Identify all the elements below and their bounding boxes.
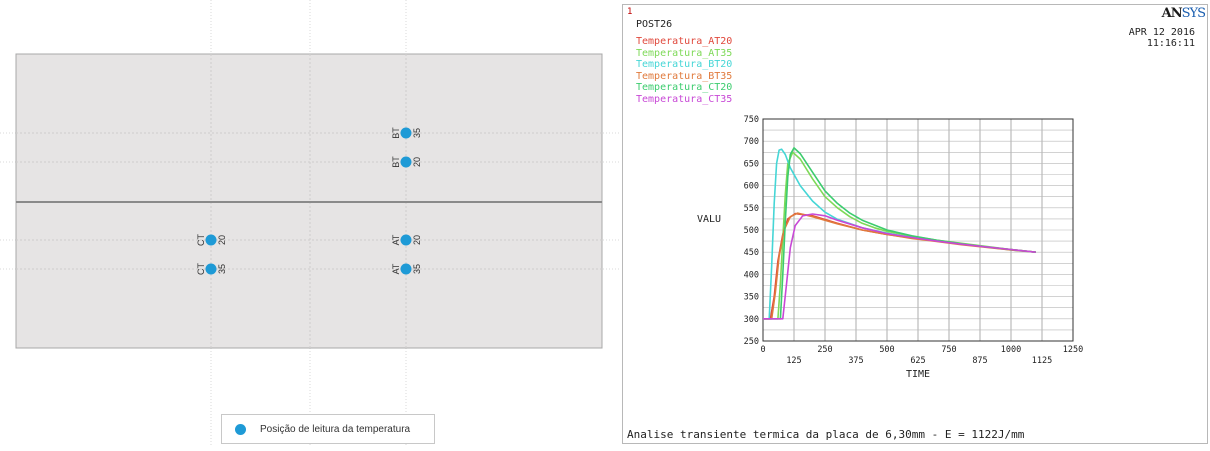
- point-letters-label: BT: [391, 127, 401, 139]
- series-line-temperatura-ct20: [763, 147, 1036, 320]
- x-tick-label-lower-1: 375: [848, 356, 863, 366]
- y-tick-label-7: 600: [744, 182, 759, 192]
- y-tick-label-8: 650: [744, 159, 759, 169]
- series-line-temperatura-ct35: [763, 213, 1036, 320]
- point-letters-label: CT: [196, 234, 206, 246]
- measurement-point-ct20: [205, 234, 217, 246]
- point-letters-label: CT: [196, 263, 206, 275]
- plot-caption: Analise transiente termica da placa de 6…: [627, 428, 1025, 441]
- timestamp: APR 12 2016 11:16:11: [1129, 27, 1195, 49]
- legend-entry-4: Temperatura_CT20: [636, 82, 733, 94]
- frame-number: 1: [627, 7, 633, 17]
- logo-prefix: AN: [1161, 6, 1183, 21]
- y-tick-label-1: 300: [744, 315, 759, 325]
- point-letters-label: BT: [391, 156, 401, 168]
- measurement-point-at20: [400, 234, 412, 246]
- ansys-plot-panel: 250 300 350 400 450 500 550 600 650 700 750 0 250 500…: [622, 4, 1208, 444]
- point-letters-label: AT: [391, 234, 401, 245]
- x-tick-label-upper-5: 1250: [1063, 345, 1083, 355]
- x-tick-label-upper-0: 0: [760, 345, 765, 355]
- legend-entry-2: Temperatura_BT20: [636, 59, 733, 71]
- x-tick-label-upper-4: 1000: [1001, 345, 1021, 355]
- x-tick-label-lower-4: 1125: [1032, 356, 1052, 366]
- plate-diagram-panel: BT 35 BT 20 CT 20 CT 35 AT 20 AT 35 Posição de leit…: [0, 0, 620, 446]
- point-number-label: 20: [217, 235, 227, 245]
- point-number-label: 20: [412, 157, 422, 167]
- series-line-temperatura-at20: [763, 212, 1036, 320]
- x-tick-label-upper-3: 750: [941, 345, 956, 355]
- y-tick-label-4: 450: [744, 248, 759, 258]
- plate-legend: Posição de leitura da temperatura: [221, 414, 435, 444]
- point-number-label: 20: [412, 235, 422, 245]
- plate-diagram: BT 35 BT 20 CT 20 CT 35 AT 20 AT 35: [0, 0, 620, 446]
- series-legend: Temperatura_AT20 Temperatura_AT35 Temperat…: [636, 36, 732, 106]
- y-tick-label-5: 500: [744, 226, 759, 236]
- x-tick-label-upper-2: 500: [879, 345, 894, 355]
- y-tick-label-10: 750: [744, 115, 759, 125]
- y-tick-label-0: 250: [744, 337, 759, 347]
- x-tick-label-lower-3: 875: [972, 356, 987, 366]
- legend-entry-0: Temperatura_AT20: [636, 36, 733, 47]
- measurement-point-bt35: [400, 127, 412, 139]
- x-axis-label: TIME: [906, 369, 930, 380]
- x-tick-label-lower-0: 125: [786, 356, 801, 366]
- ansys-logo: ANSYS: [1161, 6, 1206, 21]
- y-tick-label-2: 350: [744, 293, 759, 303]
- y-tick-label-6: 550: [744, 204, 759, 214]
- logo-suffix: SYS: [1181, 6, 1206, 21]
- y-axis-label: VALU: [697, 214, 721, 225]
- legend-dot-icon: [235, 423, 246, 435]
- point-letters-label: AT: [391, 263, 401, 274]
- legend-entry-3: Temperatura_BT35: [636, 70, 733, 82]
- legend-label: Posição de leitura da temperatura: [260, 423, 411, 435]
- plot-frame: [762, 118, 1074, 342]
- point-number-label: 35: [217, 264, 227, 274]
- point-number-label: 35: [412, 264, 422, 274]
- date-text: APR 12 2016: [1128, 27, 1195, 38]
- legend-entry-1: Temperatura_AT35: [636, 47, 733, 59]
- x-tick-label-lower-2: 625: [910, 356, 925, 366]
- measurement-point-at35: [400, 263, 412, 275]
- y-tick-label-3: 400: [744, 270, 759, 280]
- measurement-point-ct35: [205, 263, 217, 275]
- x-tick-label-upper-1: 250: [817, 345, 832, 355]
- post-label: POST26: [636, 19, 673, 30]
- point-number-label: 35: [412, 128, 422, 138]
- legend-entry-5: Temperatura_CT35: [636, 93, 733, 105]
- series-line-temperatura-bt35: [763, 212, 1036, 320]
- time-text: 11:16:11: [1146, 38, 1195, 49]
- measurement-point-bt20: [400, 156, 412, 168]
- y-tick-label-9: 700: [744, 137, 759, 147]
